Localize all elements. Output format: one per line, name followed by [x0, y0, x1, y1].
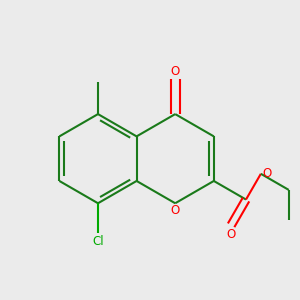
Text: O: O — [226, 228, 236, 241]
Text: O: O — [171, 205, 180, 218]
Text: Cl: Cl — [92, 236, 104, 248]
Text: O: O — [171, 65, 180, 78]
Text: O: O — [262, 167, 271, 180]
